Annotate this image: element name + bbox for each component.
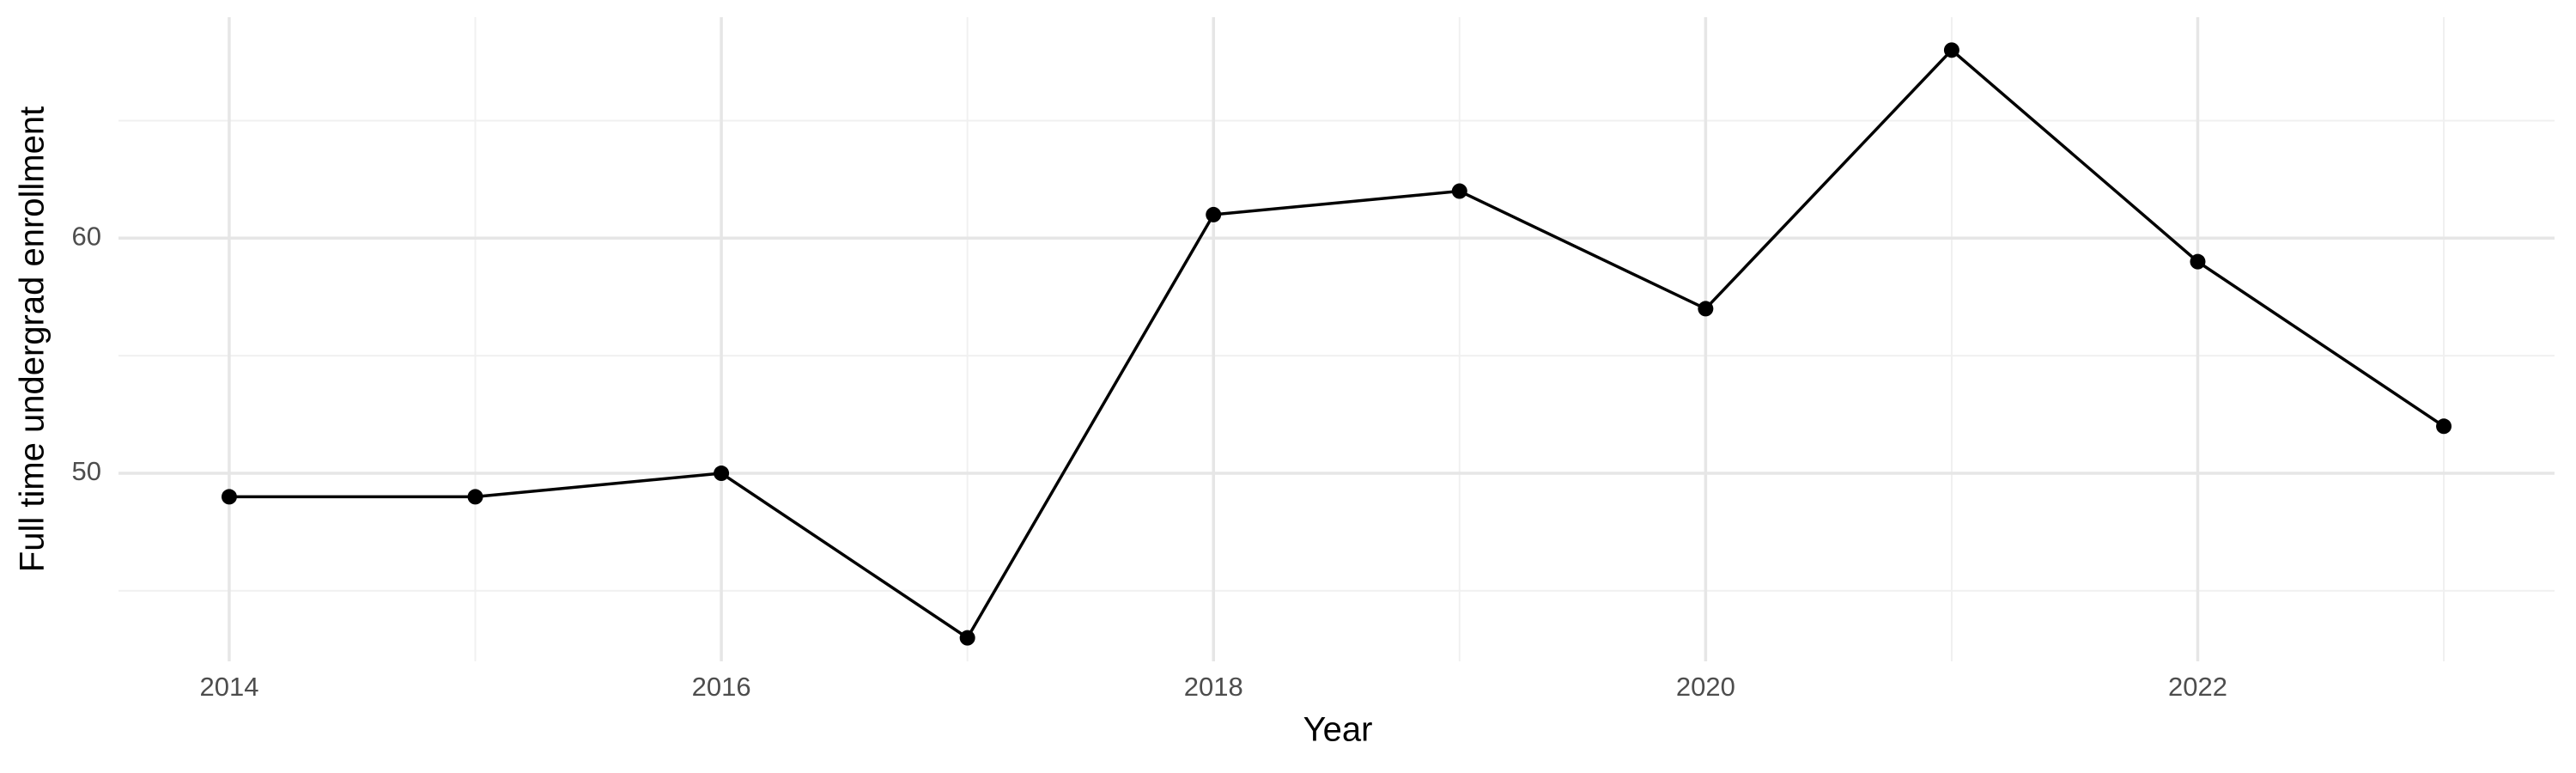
point (959, 630, 975, 646)
y-tick-label: 50 (72, 456, 101, 486)
x-tick-label: 2020 (1676, 672, 1735, 702)
point (2190, 253, 2206, 270)
line (228, 47, 2445, 641)
x-tick-label: 2014 (199, 672, 258, 702)
point (467, 489, 483, 505)
point (1451, 183, 1467, 199)
x-tick-label: 2016 (692, 672, 751, 702)
point (221, 489, 237, 505)
point (1943, 42, 1959, 58)
y-axis-title: Full time undergrad enrollment (14, 107, 52, 572)
x-tick-label: 2022 (2168, 672, 2227, 702)
y-tick-label: 60 (72, 221, 101, 251)
point (2436, 418, 2452, 435)
point (1698, 301, 1714, 317)
x-axis-title: Year (1303, 711, 1373, 749)
point (1206, 206, 1222, 222)
point (714, 466, 730, 482)
x-tick-label: 2018 (1184, 672, 1243, 702)
